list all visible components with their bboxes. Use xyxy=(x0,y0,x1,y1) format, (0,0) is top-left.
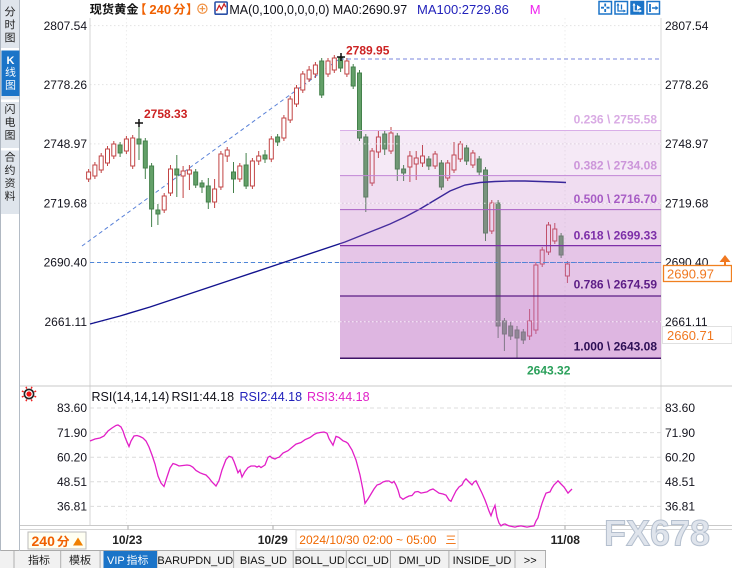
svg-text:2807.54: 2807.54 xyxy=(665,19,709,33)
svg-text:VIP: VIP xyxy=(107,555,125,567)
svg-text:2719.68: 2719.68 xyxy=(665,196,709,210)
svg-text:RSI3:44.18: RSI3:44.18 xyxy=(307,390,370,404)
svg-text:48.51: 48.51 xyxy=(665,475,695,489)
svg-text:RSI2:44.18: RSI2:44.18 xyxy=(240,390,303,404)
svg-text:BIAS_UD: BIAS_UD xyxy=(240,555,287,567)
svg-text:36.81: 36.81 xyxy=(665,500,695,514)
svg-text:10/23: 10/23 xyxy=(112,533,142,547)
svg-text:BOLL_UD: BOLL_UD xyxy=(295,555,345,567)
svg-text:2690.40: 2690.40 xyxy=(44,256,88,270)
svg-text:2661.11: 2661.11 xyxy=(665,315,708,329)
svg-text:83.60: 83.60 xyxy=(665,401,695,415)
svg-text:2719.68: 2719.68 xyxy=(44,196,88,210)
svg-text:1.000 \ 2643.08: 1.000 \ 2643.08 xyxy=(574,339,658,353)
svg-text:2024/10/30 02:00 ~ 05:00: 2024/10/30 02:00 ~ 05:00 xyxy=(299,533,436,547)
svg-text:2807.54: 2807.54 xyxy=(44,19,88,33)
svg-text:60.20: 60.20 xyxy=(57,450,87,464)
svg-text:MA100:2729.86: MA100:2729.86 xyxy=(417,2,509,17)
svg-text:FX678: FX678 xyxy=(604,513,710,554)
svg-text:2661.11: 2661.11 xyxy=(45,315,88,329)
svg-text:2748.97: 2748.97 xyxy=(665,137,709,151)
svg-text:BARUPDN_UD: BARUPDN_UD xyxy=(157,555,233,567)
svg-text:2789.95: 2789.95 xyxy=(346,44,390,58)
svg-text:2660.71: 2660.71 xyxy=(667,328,714,343)
svg-text:DMI_UD: DMI_UD xyxy=(399,555,441,567)
svg-text:240: 240 xyxy=(32,533,56,549)
svg-text:RSI(14,14,14): RSI(14,14,14) xyxy=(92,390,170,404)
svg-text:INSIDE_UD: INSIDE_UD xyxy=(453,555,512,567)
svg-text:240: 240 xyxy=(149,2,171,17)
svg-text:MA(0,100,0,0,0,0): MA(0,100,0,0,0,0) xyxy=(229,3,329,17)
svg-text:71.90: 71.90 xyxy=(57,426,87,440)
svg-text:M: M xyxy=(530,2,541,17)
svg-text:48.51: 48.51 xyxy=(57,475,87,489)
svg-text:11/08: 11/08 xyxy=(551,533,581,547)
svg-text:CCI_UD: CCI_UD xyxy=(348,555,389,567)
svg-text:K: K xyxy=(7,55,15,67)
svg-text:0.236 \ 2755.58: 0.236 \ 2755.58 xyxy=(574,113,658,127)
svg-text:0.618 \ 2699.33: 0.618 \ 2699.33 xyxy=(574,228,658,242)
svg-text:>>: >> xyxy=(524,555,537,567)
svg-text:0.382 \ 2734.08: 0.382 \ 2734.08 xyxy=(574,158,658,172)
svg-text:2748.97: 2748.97 xyxy=(44,137,88,151)
svg-text:10/29: 10/29 xyxy=(258,533,288,547)
svg-text:2778.26: 2778.26 xyxy=(44,78,88,92)
svg-text:71.90: 71.90 xyxy=(665,426,695,440)
svg-text:2643.32: 2643.32 xyxy=(527,364,571,378)
svg-text:36.81: 36.81 xyxy=(57,500,87,514)
svg-text:2778.26: 2778.26 xyxy=(665,78,709,92)
svg-text:0.786 \ 2674.59: 0.786 \ 2674.59 xyxy=(574,277,658,291)
svg-text:83.60: 83.60 xyxy=(57,401,87,415)
svg-text:2758.33: 2758.33 xyxy=(144,107,188,121)
svg-text:2690.97: 2690.97 xyxy=(667,267,714,282)
svg-text:RSI1:44.18: RSI1:44.18 xyxy=(172,390,235,404)
svg-text:0.500 \ 2716.70: 0.500 \ 2716.70 xyxy=(574,192,658,206)
svg-text:60.20: 60.20 xyxy=(665,450,695,464)
svg-text:MA0:2690.97: MA0:2690.97 xyxy=(333,3,407,17)
